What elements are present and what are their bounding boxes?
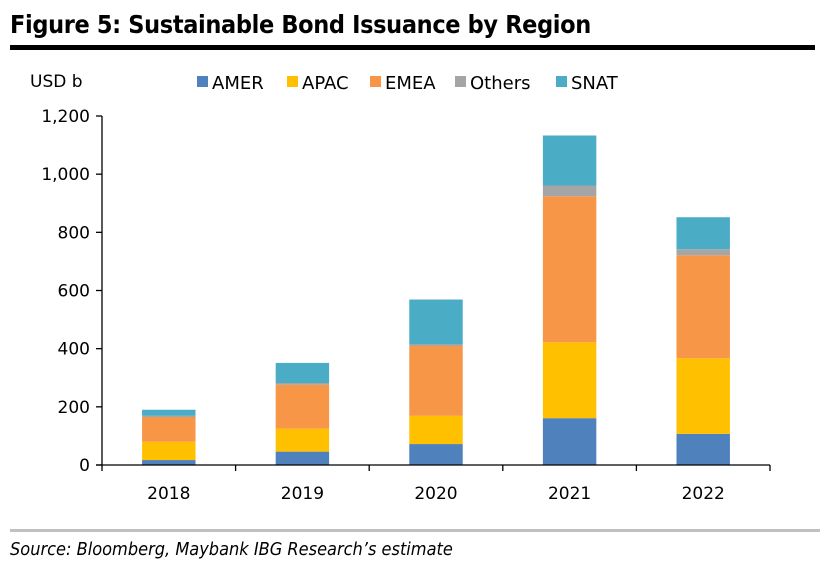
bar-emea-2019	[275, 384, 330, 429]
y-tick-label: 1,000	[41, 165, 90, 185]
x-tick-label: 2020	[414, 484, 457, 504]
x-tick-label: 2018	[147, 484, 190, 504]
figure-title: Figure 5: Sustainable Bond Issuance by R…	[10, 10, 591, 39]
legend-label: SNAT	[571, 73, 619, 94]
bar-amer-2019	[275, 451, 330, 465]
bar-stack-2019	[275, 362, 330, 465]
bar-amer-2021	[542, 418, 597, 465]
bar-stack-2022	[676, 217, 730, 465]
bar-others-2019	[275, 382, 330, 385]
legend-swatch	[455, 76, 466, 87]
y-axis: 0 200 400 600 800 1,000 1,200	[41, 107, 103, 476]
bar-others-2022	[676, 249, 730, 256]
bar-snat-2022	[676, 217, 730, 250]
x-tick-label: 2022	[682, 484, 725, 504]
source-note: Source: Bloomberg, Maybank IBG Research’…	[10, 539, 453, 560]
bar-snat-2021	[542, 135, 597, 186]
y-tick-label: 200	[58, 398, 90, 418]
y-tick-label: 1,200	[41, 107, 90, 127]
y-tick-label: 0	[79, 456, 90, 476]
legend-swatch	[556, 76, 567, 87]
legend-swatch	[197, 76, 208, 87]
bar-stack-2021	[542, 135, 597, 465]
bar-stack-2018	[142, 409, 196, 465]
bar-emea-2020	[409, 346, 463, 416]
x-tick-label: 2021	[548, 484, 591, 504]
bar-amer-2022	[676, 433, 730, 465]
bars	[142, 135, 730, 465]
y-axis-label: USD b	[30, 72, 83, 92]
y-tick-label: 800	[58, 223, 90, 243]
bar-snat-2020	[409, 299, 463, 345]
legend-swatch	[287, 76, 298, 87]
bar-apac-2018	[142, 441, 196, 461]
source-rule	[10, 529, 820, 532]
bar-amer-2018	[142, 460, 196, 465]
bar-others-2021	[542, 185, 597, 197]
legend: AMER APAC EMEA Others SNAT	[197, 73, 619, 94]
legend-label: Others	[470, 73, 531, 94]
legend-item-others: Others	[455, 73, 531, 94]
bar-snat-2019	[275, 362, 330, 383]
legend-label: AMER	[212, 73, 264, 94]
bar-apac-2022	[676, 358, 730, 434]
legend-item-amer: AMER	[197, 73, 264, 94]
legend-label: APAC	[302, 73, 349, 94]
bar-amer-2020	[409, 444, 463, 465]
bar-emea-2018	[142, 417, 196, 442]
legend-item-snat: SNAT	[556, 73, 619, 94]
bar-apac-2020	[409, 415, 463, 445]
bar-apac-2019	[275, 428, 330, 452]
x-axis: 2018 2019 2020 2021 2022	[96, 464, 771, 504]
x-tick-label: 2019	[281, 484, 324, 504]
title-rule	[10, 45, 815, 50]
bar-apac-2021	[542, 342, 597, 419]
bar-emea-2022	[676, 255, 730, 359]
legend-item-emea: EMEA	[370, 73, 436, 94]
bar-stack-2020	[409, 299, 463, 465]
y-tick-label: 600	[58, 282, 90, 302]
bar-others-2020	[409, 344, 463, 347]
legend-label: EMEA	[385, 73, 436, 94]
y-tick-label: 400	[58, 340, 90, 360]
legend-swatch	[370, 76, 381, 87]
legend-item-apac: APAC	[287, 73, 349, 94]
bar-others-2018	[142, 415, 196, 418]
bar-emea-2021	[542, 196, 597, 343]
bar-snat-2018	[142, 409, 196, 416]
